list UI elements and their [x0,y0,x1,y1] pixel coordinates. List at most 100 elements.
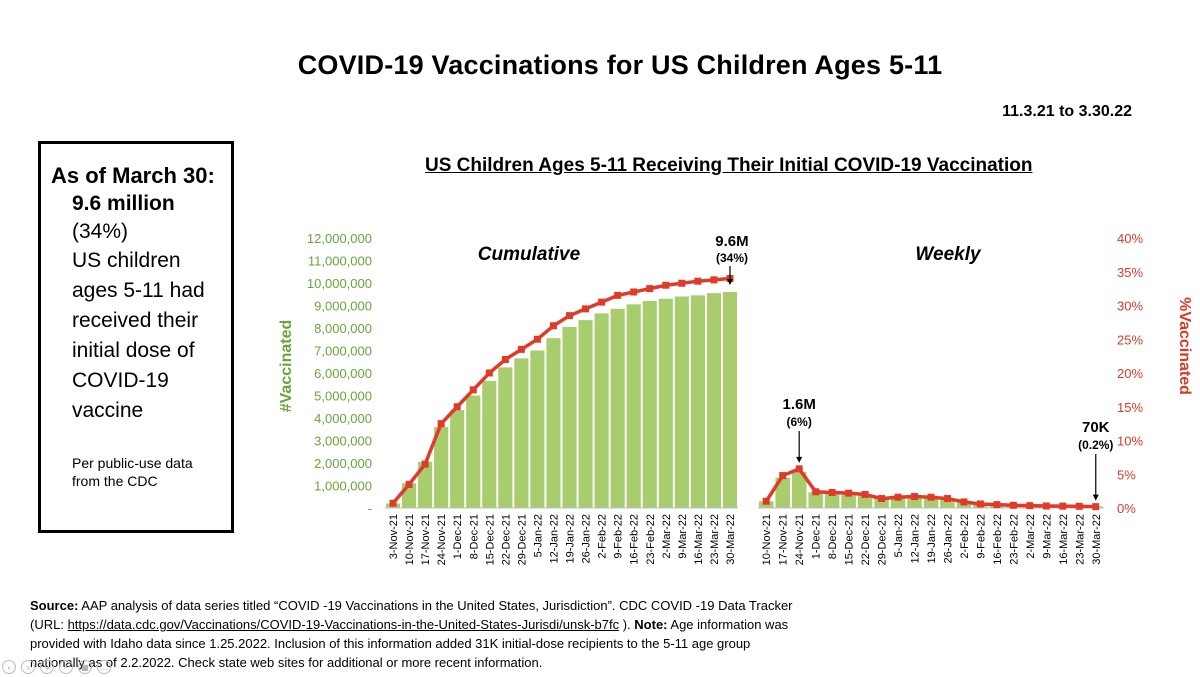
percent-marker [976,500,984,508]
bar-cumulative [706,293,721,508]
x-tick-label: 3-Nov-21 [388,514,400,559]
bar-cumulative [530,350,545,508]
percent-marker [662,281,670,289]
bar-weekly [907,497,922,508]
bar-cumulative [546,338,561,508]
annotation-arrowhead [726,279,733,285]
bar-weekly [841,494,856,508]
percent-marker [517,345,525,353]
right-axis-tick-label: 5% [1117,467,1136,482]
percent-marker [582,305,590,313]
x-tick-label: 8-Dec-21 [468,514,480,559]
summary-callout-box: As of March 30: 9.6 million (34%) US chi… [38,141,234,533]
right-axis-tick-label: 30% [1117,299,1143,314]
x-tick-label: 5-Jan-22 [893,514,905,557]
percent-marker [453,403,461,411]
x-tick-label: 10-Nov-21 [404,514,416,565]
x-tick-label: 2-Mar-22 [1025,514,1037,559]
x-tick-label: 9-Feb-22 [975,514,987,559]
x-tick-label: 1-Dec-21 [811,514,823,559]
x-tick-label: 23-Feb-22 [645,514,657,565]
percent-marker [469,386,477,394]
bar-weekly [791,472,807,508]
vaccination-chart: - 1,000,000 2,000,000 3,000,000 4,000,000 5,0… [278,231,1193,565]
bar-cumulative [642,301,657,508]
x-tick-label: 23-Mar-22 [709,514,721,565]
percent-marker [911,493,919,501]
source-text: AAP analysis of data series titled “COVI… [30,598,793,632]
left-axis-tick-label: 12,000,000 [307,231,372,246]
left-axis-tick-label: 9,000,000 [314,299,372,314]
callout-source: Per public-use data from the CDC [72,455,193,489]
bar-cumulative [690,295,705,508]
percent-marker [710,276,718,284]
prev-slide-icon[interactable]: ‹ [2,660,16,674]
percent-marker [878,495,886,503]
x-tick-label: 17-Nov-21 [778,514,790,565]
bar-cumulative [610,308,625,508]
percent-marker [598,298,606,306]
x-tick-label: 15-Dec-21 [844,514,856,565]
left-axis-tick-label: 4,000,000 [314,411,372,426]
x-tick-label: 12-Jan-22 [910,514,922,564]
bar-cumulative [562,326,577,508]
bar-weekly [874,498,889,508]
left-axis-tick-label: 7,000,000 [314,344,372,359]
x-tick-label: 23-Mar-22 [1074,514,1086,565]
percent-marker [812,488,820,496]
note-text: Age information was provided with Idaho … [30,617,789,670]
x-tick-label: 29-Dec-21 [516,514,528,565]
percent-marker [762,497,770,505]
right-axis-label: %Vaccinated [1176,297,1193,395]
bar-weekly [923,497,939,508]
x-tick-label: 23-Feb-22 [1008,514,1020,565]
x-tick-label: 9-Mar-22 [1041,514,1053,559]
bar-cumulative [674,296,689,508]
x-tick-label: 16-Mar-22 [693,514,705,565]
slide-toolbar: ‹ › ✎ ⌕ ▦ … [2,660,111,674]
x-tick-label: 22-Dec-21 [860,514,872,565]
percent-marker [421,460,429,468]
after-url-text: ). [619,617,635,632]
panel-label-weekly: Weekly [915,244,982,265]
percent-marker [437,420,445,428]
percent-marker [1026,502,1034,510]
zoom-icon[interactable]: ⌕ [59,660,73,674]
percent-marker [779,472,787,480]
x-tick-label: 10-Nov-21 [761,514,773,565]
x-tick-label: 22-Dec-21 [500,514,512,565]
x-tick-label: 5-Jan-22 [532,514,544,557]
left-axis-label: #Vaccinated [278,320,295,413]
x-tick-label: 17-Nov-21 [420,514,432,565]
x-tick-label: 2-Mar-22 [661,514,673,559]
note-label: Note: [634,617,668,632]
bar-weekly [857,494,873,508]
annotation-sub: (6%) [787,415,812,429]
chart-title: US Children Ages 5-11 Receiving Their In… [425,155,1033,176]
next-slide-icon[interactable]: › [21,660,35,674]
percent-marker [861,491,869,498]
panel-label-cumulative: Cumulative [478,244,581,265]
date-range: 11.3.21 to 3.30.22 [1002,103,1132,120]
left-axis-tick-label: 1,000,000 [314,479,372,494]
bar-cumulative [594,313,609,508]
callout-amount: 9.6 million [72,192,175,215]
pen-icon[interactable]: ✎ [40,660,54,674]
bar-cumulative [434,427,449,508]
callout-as-of: As of March 30: [51,163,215,188]
percent-marker [533,335,541,343]
right-axis-tick-label: 10% [1117,434,1143,449]
more-icon[interactable]: … [97,660,111,674]
percent-line-cumulative [391,276,731,505]
grid-icon[interactable]: ▦ [78,660,92,674]
percent-marker [485,369,493,377]
percent-marker [694,277,702,285]
source-label: Source: [30,598,79,613]
percent-marker [993,501,1001,509]
right-axis-tick-label: 35% [1117,265,1143,280]
x-tick-label: 2-Feb-22 [959,514,971,559]
x-tick-label: 9-Feb-22 [613,514,625,559]
percent-marker [1075,502,1083,510]
percent-marker [405,480,413,488]
source-url-link[interactable]: https://data.cdc.gov/Vaccinations/COVID-… [67,617,620,632]
